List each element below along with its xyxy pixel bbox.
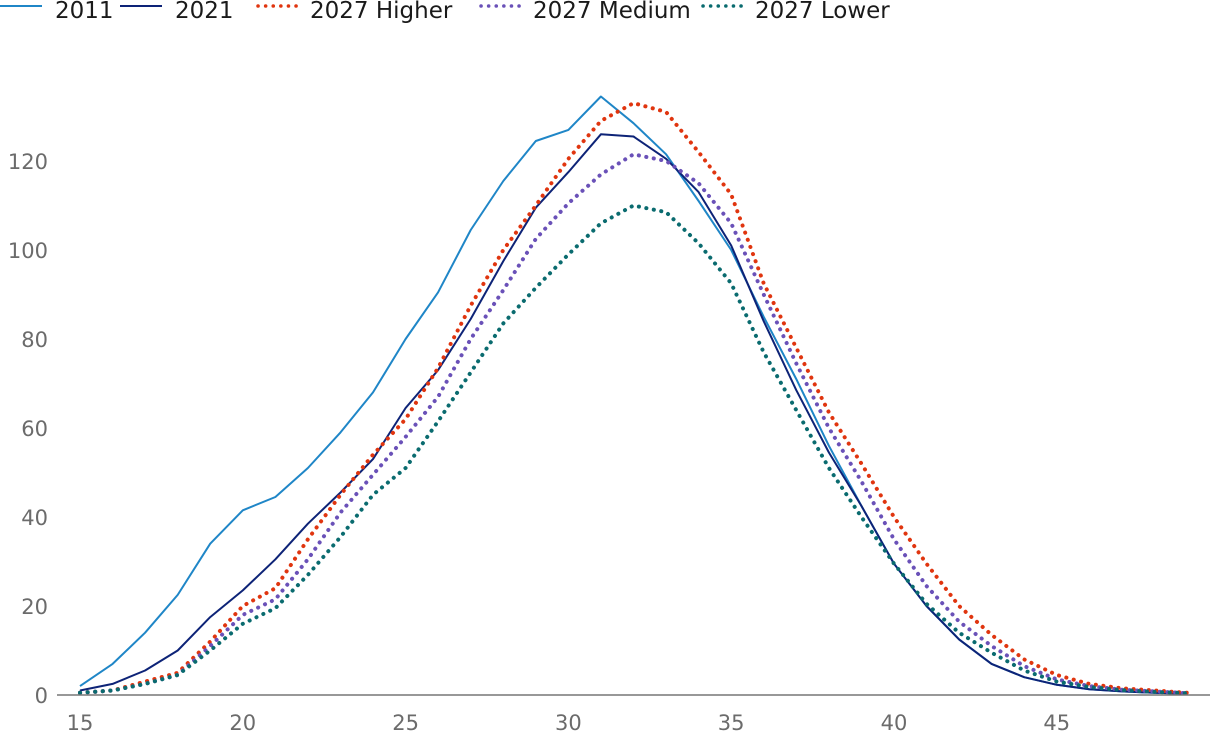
legend-label: 2021 bbox=[175, 0, 234, 24]
y-tick-label: 20 bbox=[21, 595, 48, 619]
series-line-2021 bbox=[79, 133, 1188, 695]
legend-label: 2027 Lower bbox=[755, 0, 890, 24]
legend-label: 2027 Medium bbox=[533, 0, 691, 24]
y-tick-label: 40 bbox=[21, 506, 48, 530]
y-tick-label: 80 bbox=[21, 328, 48, 352]
x-tick-label: 45 bbox=[1043, 711, 1070, 735]
series-lines bbox=[78, 95, 1189, 696]
x-axis-tick-labels: 15 20 25 30 35 40 45 bbox=[67, 711, 1070, 735]
y-tick-label: 100 bbox=[8, 239, 48, 263]
y-tick-label: 0 bbox=[35, 684, 48, 708]
series-line-2027-medium bbox=[78, 152, 1189, 696]
legend: 2011 2021 2027 Higher 2027 Medium 2027 Lower bbox=[0, 0, 890, 24]
series-line-2027-lower bbox=[78, 203, 1189, 696]
y-axis-tick-labels: 0 20 40 60 80 100 120 bbox=[8, 150, 48, 708]
legend-label: 2027 Higher bbox=[310, 0, 453, 24]
x-tick-label: 40 bbox=[881, 711, 908, 735]
x-tick-label: 25 bbox=[392, 711, 419, 735]
legend-label: 2011 bbox=[55, 0, 114, 24]
y-tick-label: 60 bbox=[21, 417, 48, 441]
y-tick-label: 120 bbox=[8, 150, 48, 174]
series-line-2027-higher bbox=[78, 101, 1189, 695]
x-tick-label: 35 bbox=[718, 711, 745, 735]
x-tick-label: 20 bbox=[229, 711, 256, 735]
x-tick-label: 30 bbox=[555, 711, 582, 735]
x-tick-label: 15 bbox=[67, 711, 94, 735]
